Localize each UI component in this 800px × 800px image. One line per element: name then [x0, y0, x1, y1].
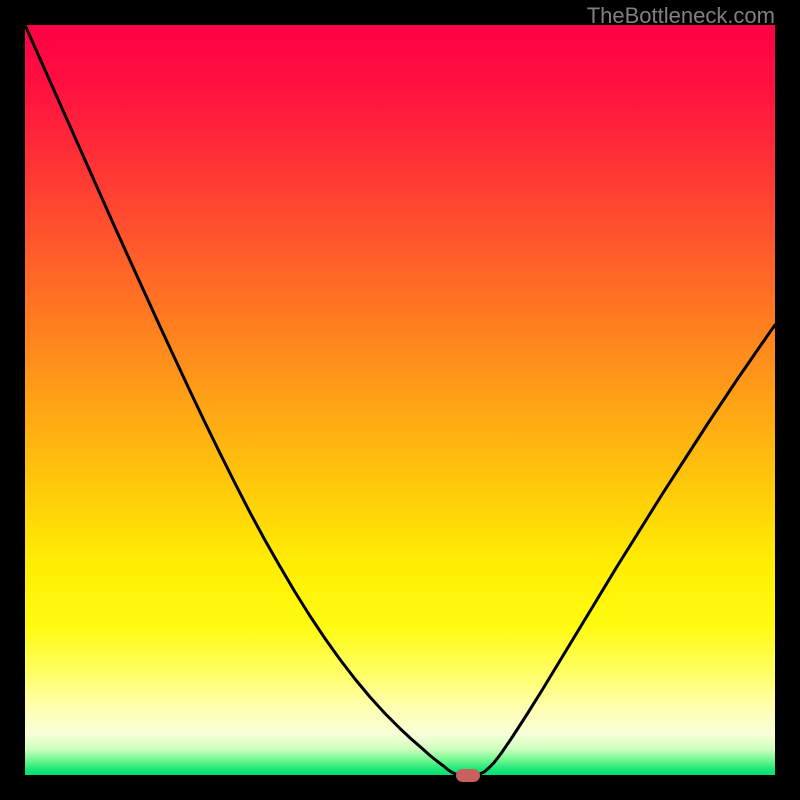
bottleneck-curve [25, 25, 775, 775]
watermark-text: TheBottleneck.com [587, 3, 775, 29]
optimum-marker [456, 769, 480, 782]
chart-canvas: TheBottleneck.com [0, 0, 800, 800]
plot-background [25, 25, 775, 775]
chart-svg [0, 0, 800, 800]
